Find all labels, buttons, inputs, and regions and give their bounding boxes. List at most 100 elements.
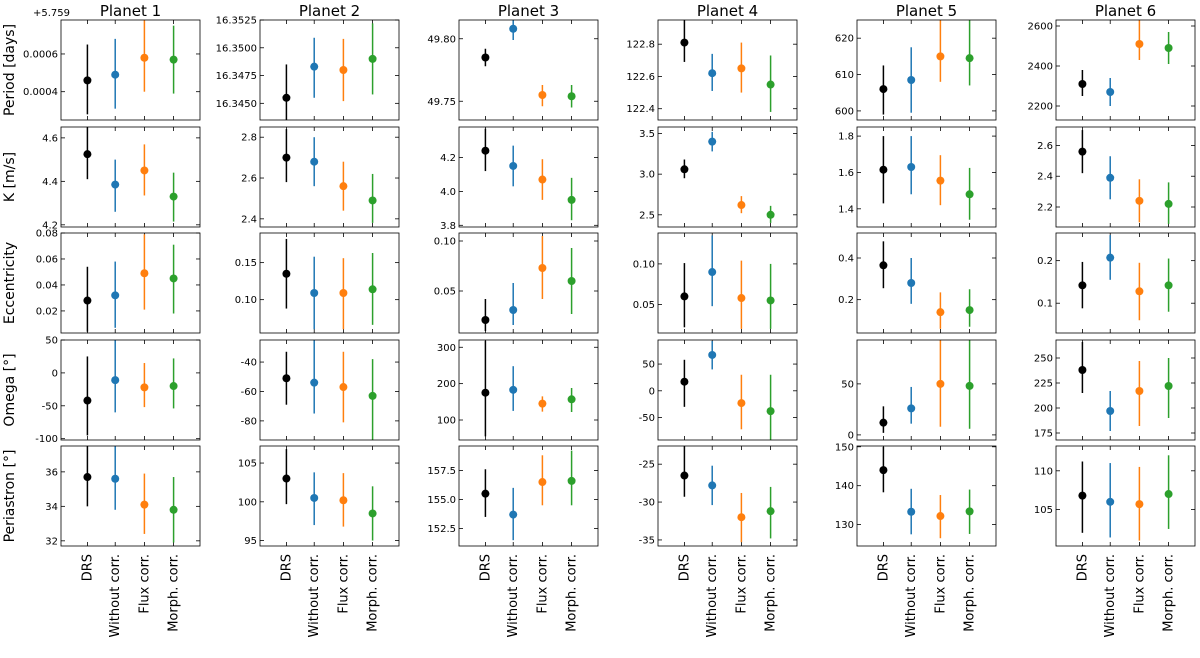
y-tick-label: -100 [35, 434, 58, 445]
data-point-2 [936, 52, 945, 61]
data-point-0 [879, 418, 888, 427]
row-label-4: Periastron [°] [2, 450, 18, 543]
y-tick-label: 0 [848, 430, 854, 441]
y-tick-label: 16.3525 [216, 16, 257, 27]
y-tick-label: 4.0 [440, 187, 456, 198]
data-point-3 [368, 391, 377, 400]
data-point-3 [567, 277, 576, 285]
column-title-planet-1: Planet 1 [100, 2, 161, 20]
y-tick-label: 175 [1034, 429, 1053, 440]
data-point-1 [111, 180, 120, 189]
y-tick-label: -50 [639, 413, 655, 424]
axis-offset-label: +5.759 [33, 8, 70, 19]
y-tick-label: 610 [835, 70, 854, 81]
y-tick-label: 3.5 [639, 129, 655, 140]
y-tick-label: 0.10 [633, 259, 655, 270]
y-tick-label: 152.5 [427, 524, 456, 535]
data-point-0 [282, 374, 291, 383]
data-point-3 [368, 54, 377, 63]
data-point-2 [737, 294, 746, 303]
data-point-3 [965, 381, 974, 390]
data-point-3 [1164, 281, 1173, 290]
panel-frame [657, 126, 798, 228]
panel-frame [1055, 126, 1196, 228]
data-point-2 [936, 512, 945, 521]
data-point-2 [737, 399, 746, 408]
y-tick-label: 122.4 [626, 104, 655, 115]
y-tick-label: 2.4 [1037, 172, 1053, 183]
data-point-1 [708, 137, 717, 146]
y-tick-label: 0.04 [36, 280, 58, 291]
panel-frame [1055, 232, 1196, 334]
category-label-3: Morph. corr. [167, 554, 182, 632]
data-point-1 [1106, 253, 1115, 262]
y-tick-label: 150 [835, 442, 854, 453]
y-tick-label: 0.10 [235, 295, 257, 306]
panel-frame [60, 445, 201, 547]
data-point-3 [169, 505, 178, 514]
y-tick-label: 122.8 [626, 40, 655, 51]
y-tick-label: 0.0006 [23, 49, 58, 60]
panel-frame [259, 19, 400, 121]
y-tick-label: 2.8 [241, 133, 257, 144]
y-tick-label: 0.4 [838, 254, 854, 265]
panel-frame [856, 19, 997, 121]
data-point-3 [1164, 199, 1173, 208]
data-point-0 [680, 292, 689, 301]
category-label-3: Morph. corr. [963, 554, 978, 632]
y-tick-label: 3.8 [440, 221, 456, 232]
data-point-2 [1135, 287, 1144, 296]
panel-frame [60, 339, 201, 441]
y-tick-label: 0.1 [1037, 299, 1053, 310]
row-label-0: Period [days] [2, 24, 18, 116]
data-point-1 [708, 350, 717, 359]
data-point-2 [339, 182, 348, 191]
data-point-3 [368, 509, 377, 518]
data-point-1 [310, 62, 319, 71]
data-point-2 [140, 500, 149, 509]
panel-frame [458, 339, 599, 441]
category-label-0: DRS [876, 554, 891, 581]
data-point-1 [907, 279, 916, 287]
data-point-3 [567, 195, 576, 204]
panel-frame [259, 232, 400, 334]
y-tick-label: 36 [45, 467, 58, 478]
column-title-planet-4: Planet 4 [697, 2, 758, 20]
y-tick-label: 2400 [1028, 62, 1053, 73]
data-point-2 [140, 166, 149, 175]
y-tick-label: 0.08 [36, 229, 58, 240]
data-point-1 [1106, 407, 1115, 415]
data-point-3 [368, 285, 377, 294]
y-tick-label: 155.0 [427, 495, 456, 506]
data-point-1 [708, 268, 717, 277]
data-point-3 [1164, 382, 1173, 390]
y-tick-label: 34 [45, 502, 58, 513]
panel-frame [856, 232, 997, 334]
category-label-1: Without corr. [506, 554, 521, 637]
data-point-0 [481, 316, 490, 324]
data-point-1 [509, 385, 518, 394]
y-tick-label: 0 [649, 386, 655, 397]
y-tick-label: 620 [835, 34, 854, 45]
data-point-1 [310, 378, 319, 387]
column-title-planet-6: Planet 6 [1095, 2, 1156, 20]
data-point-0 [282, 474, 291, 483]
data-point-0 [879, 466, 888, 475]
y-tick-label: 2.5 [639, 210, 655, 221]
panel-frame [1055, 339, 1196, 441]
data-point-3 [1164, 490, 1173, 499]
category-label-0: DRS [279, 554, 294, 581]
data-point-2 [1135, 40, 1144, 48]
category-label-2: Flux corr. [734, 554, 749, 614]
y-tick-label: 16.3450 [216, 99, 257, 110]
data-point-0 [680, 471, 689, 480]
y-tick-label: 3.0 [639, 170, 655, 181]
y-tick-label: 1.8 [838, 132, 854, 143]
panel-frame [657, 19, 798, 121]
data-point-3 [567, 92, 576, 101]
data-point-1 [907, 404, 916, 413]
data-point-1 [509, 161, 518, 170]
panel-frame [1055, 19, 1196, 121]
data-point-0 [481, 146, 490, 155]
y-tick-label: 0.0004 [23, 87, 58, 98]
